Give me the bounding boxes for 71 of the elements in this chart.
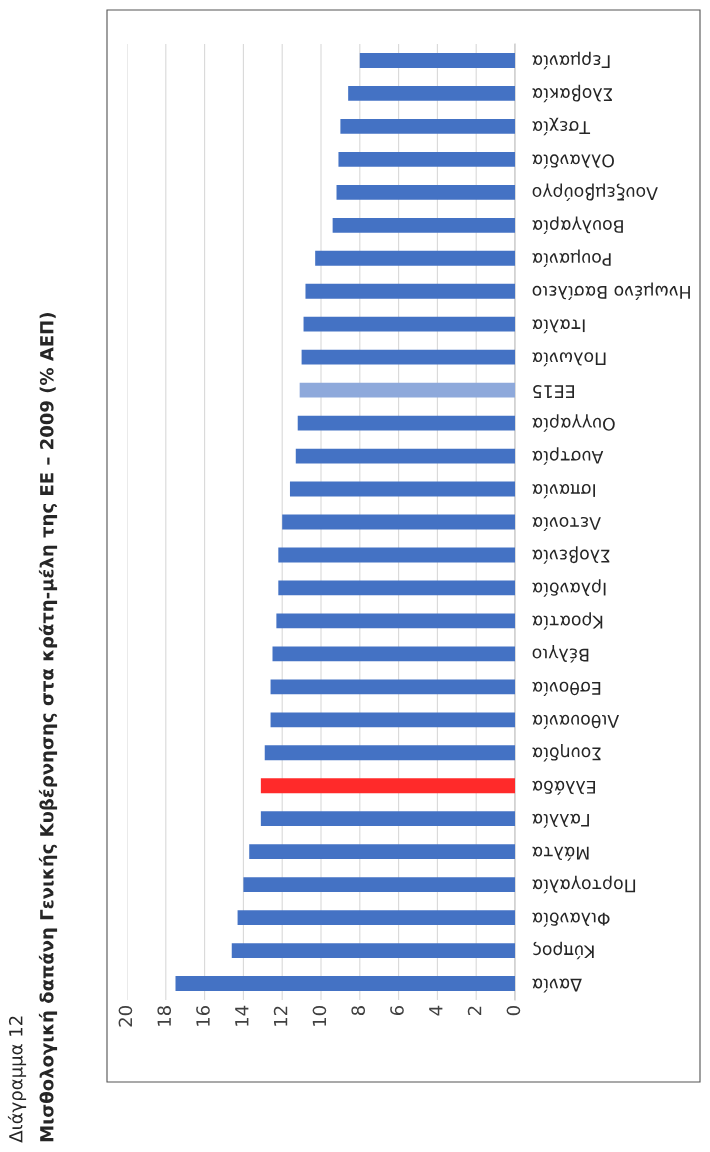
y-tick-label: Σλοβακία [532,84,612,103]
bar [231,943,515,958]
bar [303,316,515,332]
y-tick-label: Λουξεμβούργο [532,183,658,202]
y-tick-label: Αυστρία [532,447,604,465]
y-tick-label: Φιλανδία [532,912,610,927]
y-tick-label: ΕΕ15 [533,385,574,398]
x-tick-label: 0 [506,1006,521,1016]
x-tick-label: 16 [196,1006,210,1026]
y-tick-label: Βέλγιο [532,645,589,663]
y-tick-label: Μάλτα [532,846,589,861]
bar [260,778,515,794]
bar [289,481,515,497]
y-tick-label: Κροατία [532,612,603,630]
y-tick-label: Γερμανία [532,51,610,70]
y-tick-label: Κύπρος [533,941,594,960]
bar [295,448,515,464]
text: Μισθολογική δαπάνη Γενικής Κυβέρνησης στα κράτη-μέλη της ΕΕ – 2009 (% ΑΕΠ) [38,313,58,1142]
bar [260,811,515,827]
y-tick-label: Σλοβενία [532,546,610,564]
bar [338,151,515,167]
bar [270,679,515,695]
y-tick-label: Ουγγαρία [532,414,615,432]
x-tick-label: 10 [312,1006,327,1026]
y-tick-label: Δανία [532,978,582,993]
y-tick-label: Γαλλία [532,813,589,828]
y-tick-label: Πολωνία [532,352,606,367]
x-tick-label: 2 [467,1006,482,1016]
y-tick-label: Ελλάδα [532,780,595,795]
bar [175,976,515,991]
bar [336,184,515,200]
y-tick-label: Ολλανδία [532,154,614,169]
bar [297,415,515,431]
bar [237,910,515,925]
y-tick-label: Λιθουανία [532,714,620,729]
bar [305,283,515,299]
x-tick-label: 8 [351,1006,366,1016]
y-tick-label: Ρουμανία [532,249,611,268]
bar [278,580,515,596]
y-tick-label: Ισπανία [532,483,595,499]
y-tick-label: Λετονία [532,516,601,532]
bar [315,250,515,266]
x-tick-label: 12 [273,1006,288,1026]
y-tick-label: Πορτογαλία [532,875,636,894]
y-tick-label: Εσθονία [532,681,601,696]
y-tick-label: Τσεχία [532,117,591,136]
bar [340,119,515,134]
bar [332,217,515,233]
y-tick-label: Ιρλανδία [532,579,606,597]
bar [249,844,515,860]
y-tick-label: Βουλγαρία [532,216,623,235]
bar [348,86,515,101]
bar [299,382,515,398]
bar [282,514,515,530]
x-tick-label: 20 [118,1006,133,1027]
bar [276,613,515,629]
x-tick-label: 14 [235,1005,249,1026]
x-tick-label: 4 [429,1005,443,1016]
x-tick-label: 18 [157,1006,172,1026]
bar [243,877,515,893]
bar [264,745,515,761]
y-tick-label: Ιταλία [532,319,585,334]
x-tick-label: 6 [390,1006,404,1016]
bar [272,646,515,662]
text: Διάγραμμα 12 [7,1016,27,1143]
y-tick-label: Ηνωμένο Βασίλειο [532,282,690,300]
bar [301,349,515,365]
y-tick-label: Σουηδία [532,744,601,762]
bar [278,547,515,563]
bar [359,53,515,68]
bar [270,712,515,728]
